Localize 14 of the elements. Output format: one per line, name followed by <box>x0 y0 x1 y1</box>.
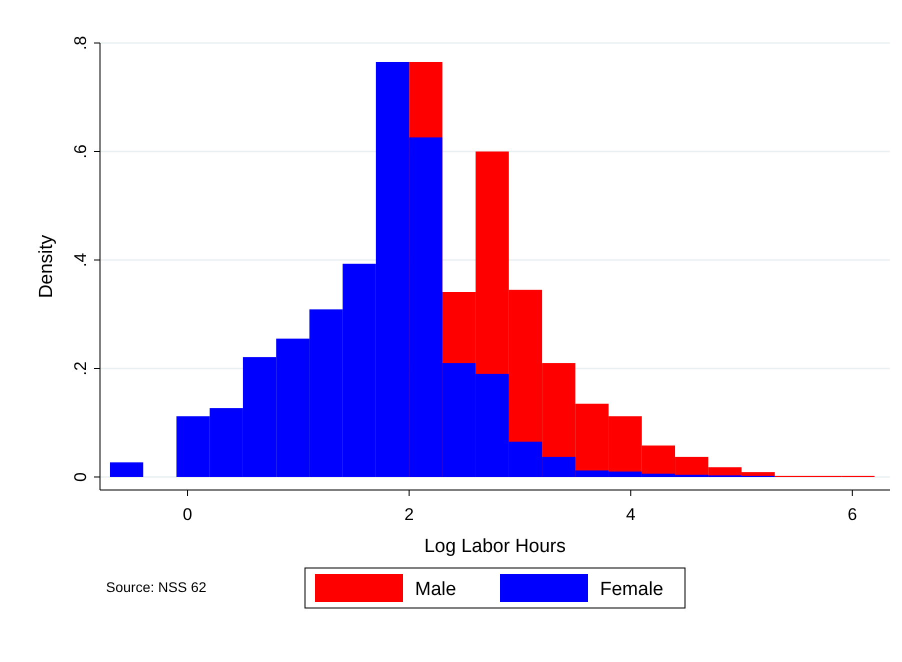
x-tick-label: 6 <box>848 505 858 524</box>
y-tick-label: .4 <box>71 252 90 268</box>
x-tick-label: 2 <box>404 505 414 524</box>
x-tick-label: 0 <box>182 505 192 524</box>
source-note: Source: NSS 62 <box>106 579 207 595</box>
y-tick-label: .6 <box>71 144 90 159</box>
x-axis-title: Log Labor Hours <box>424 536 566 557</box>
y-axis-title: Density <box>36 234 57 298</box>
legend-label: Female <box>600 579 664 600</box>
y-tick-label: 0 <box>71 472 90 482</box>
y-tick-label: .2 <box>71 361 90 376</box>
legend-label: Male <box>415 579 456 600</box>
x-tick-label: 4 <box>626 505 636 524</box>
y-tick-label: .8 <box>71 36 90 50</box>
